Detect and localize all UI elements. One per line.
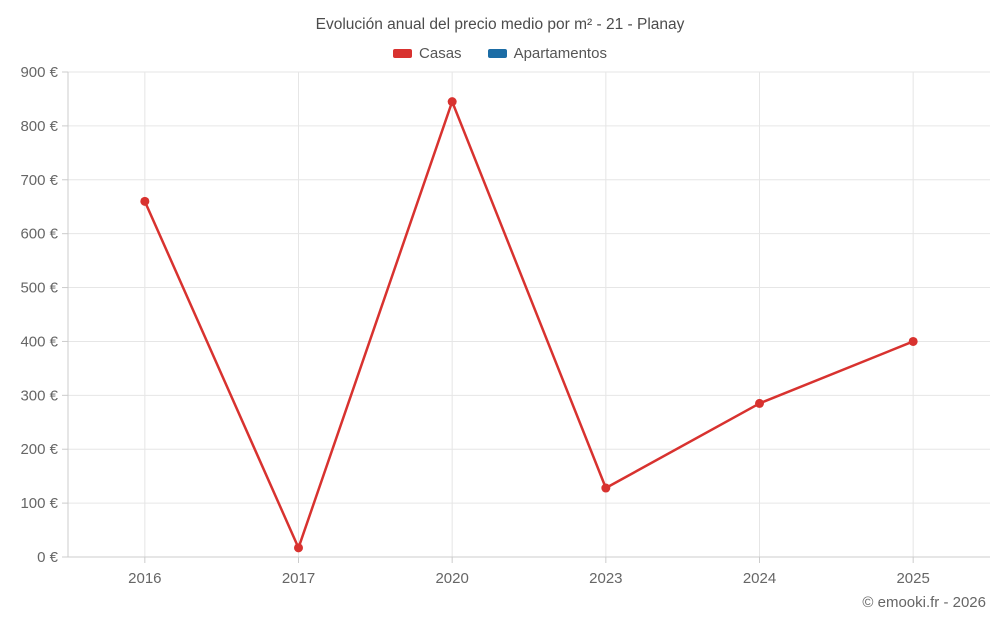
chart-title: Evolución anual del precio medio por m² … <box>315 16 685 33</box>
casas-point-2020[interactable] <box>447 97 457 107</box>
y-tick-label: 0 € <box>37 549 59 566</box>
y-tick-label: 800 € <box>20 118 58 135</box>
y-tick-label: 900 € <box>20 64 58 81</box>
legend-label-casas: Casas <box>419 45 462 62</box>
casas-point-2025[interactable] <box>908 336 918 346</box>
y-tick-label: 300 € <box>20 387 58 404</box>
y-tick-label: 100 € <box>20 495 58 512</box>
casas-point-2023[interactable] <box>601 483 611 493</box>
x-tick-label: 2017 <box>282 570 315 587</box>
x-tick-label: 2023 <box>589 570 622 587</box>
x-tick-label: 2016 <box>128 570 161 587</box>
y-tick-label: 400 € <box>20 333 58 350</box>
y-tick-label: 600 € <box>20 226 58 243</box>
x-tick-label: 2025 <box>896 570 929 587</box>
casas-line <box>143 100 915 550</box>
casas-point-2016[interactable] <box>140 196 150 206</box>
legend-label-apartamentos: Apartamentos <box>513 45 607 62</box>
y-tick-label: 200 € <box>20 441 58 458</box>
x-tick-label: 2024 <box>743 570 776 587</box>
x-tick-label: 2020 <box>435 570 468 587</box>
casas-point-2017[interactable] <box>294 543 303 553</box>
y-tick-label: 500 € <box>20 280 58 297</box>
casas-point-2024[interactable] <box>755 398 764 408</box>
legend-item-casas[interactable]: Casas <box>393 45 462 62</box>
chart-footer-credit: © emooki.fr - 2026 <box>862 594 986 611</box>
legend-swatch-casas <box>393 49 413 58</box>
y-tick-label: 700 € <box>20 172 58 189</box>
chart-legend: Casas Apartamentos <box>0 45 1000 62</box>
legend-item-apartamentos[interactable]: Apartamentos <box>487 45 607 62</box>
legend-swatch-apartamentos <box>487 49 507 58</box>
